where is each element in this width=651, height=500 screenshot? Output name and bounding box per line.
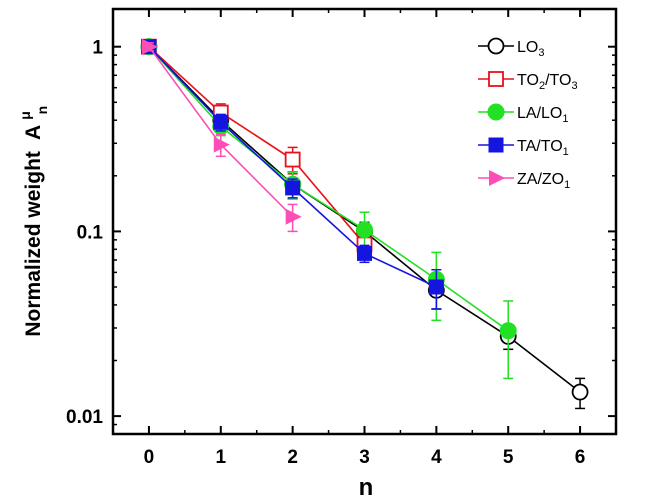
y-axis-label-sup: μ <box>17 111 33 120</box>
legend-marker <box>487 103 505 121</box>
series-line <box>148 46 509 332</box>
legend-label-sub2: 3 <box>571 80 577 92</box>
series-layer <box>140 38 589 410</box>
data-point <box>571 383 589 401</box>
legend-marker <box>488 71 504 87</box>
legend-label: LO3 <box>517 39 544 59</box>
legend-marker <box>487 37 505 55</box>
y-tick-label: 1 <box>92 38 103 59</box>
legend-label: LA/LO1 <box>517 105 568 125</box>
legend-marker <box>488 137 504 153</box>
x-axis-label: n <box>359 474 374 500</box>
x-tick-label: 0 <box>144 447 155 468</box>
data-point <box>141 38 158 55</box>
y-axis-label-text: Normalized weight <box>22 151 45 337</box>
series-to2-to3 <box>141 38 373 256</box>
data-point <box>213 136 230 153</box>
tick-labels: 0 1 2 3 4 5 6 0.01 0.1 1 <box>66 38 585 468</box>
data-point <box>356 221 373 239</box>
data-point <box>213 114 229 130</box>
legend-marker <box>489 170 505 186</box>
data-point <box>285 180 301 196</box>
x-tick-label: 2 <box>287 447 298 468</box>
y-tick-label: 0.01 <box>66 407 103 428</box>
legend-label-sub: 1 <box>564 179 570 191</box>
legend-label-main: ZA/ZO <box>517 171 564 188</box>
legend-label-main: TO <box>517 72 539 89</box>
legend-label-main: TA/TO <box>517 138 563 155</box>
legend-label-main: LO <box>517 39 538 56</box>
legend-label: TO2/TO3 <box>517 72 578 92</box>
legend-label-sub: 3 <box>538 47 544 59</box>
x-tick-label: 1 <box>215 447 226 468</box>
axis-ticks <box>112 9 617 434</box>
x-tick-label: 3 <box>359 447 370 468</box>
legend-label-sub: 1 <box>563 146 569 158</box>
legend-label-main: LA/LO <box>517 105 562 122</box>
y-tick-label: 0.1 <box>77 222 104 243</box>
legend-label-sub: 1 <box>562 113 568 125</box>
data-point <box>285 208 302 225</box>
series-za-zo1 <box>141 38 302 233</box>
y-axis-label: Normalized weight A μ n <box>12 105 50 336</box>
y-axis-label-symbol: A <box>22 125 45 140</box>
x-tick-label: 6 <box>575 447 586 468</box>
x-tick-label: 5 <box>503 447 514 468</box>
legend-label: TA/TO1 <box>517 138 569 158</box>
legend-label: ZA/ZO1 <box>517 171 570 191</box>
series-line <box>148 46 366 245</box>
data-point <box>499 322 517 340</box>
data-point <box>357 245 372 261</box>
x-tick-label: 4 <box>431 447 442 468</box>
y-axis-label-sub: n <box>34 106 50 115</box>
data-point <box>428 279 444 295</box>
legend-label-sub: 2 <box>539 80 545 92</box>
data-point <box>284 151 301 168</box>
legend-label-main2: /TO <box>545 72 571 89</box>
